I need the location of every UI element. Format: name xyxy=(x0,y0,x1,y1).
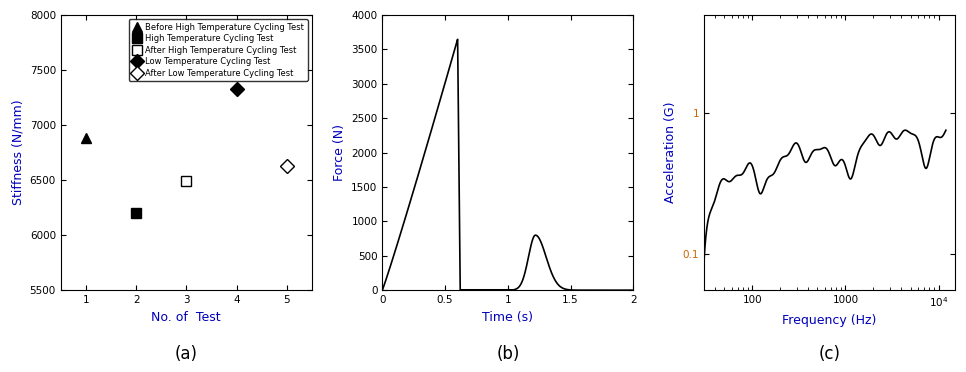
Text: (c): (c) xyxy=(818,345,840,363)
Legend: Before High Temperature Cycling Test, High Temperature Cycling Test, After High : Before High Temperature Cycling Test, Hi… xyxy=(128,19,307,81)
X-axis label: Time (s): Time (s) xyxy=(482,311,533,324)
Text: (a): (a) xyxy=(175,345,198,363)
Text: (b): (b) xyxy=(497,345,520,363)
Y-axis label: Stiffness (N/mm): Stiffness (N/mm) xyxy=(12,100,24,205)
X-axis label: No. of  Test: No. of Test xyxy=(152,311,221,324)
Y-axis label: Force (N): Force (N) xyxy=(332,124,346,181)
Y-axis label: Acceleration (G): Acceleration (G) xyxy=(664,102,677,203)
X-axis label: Frequency (Hz): Frequency (Hz) xyxy=(782,314,876,327)
